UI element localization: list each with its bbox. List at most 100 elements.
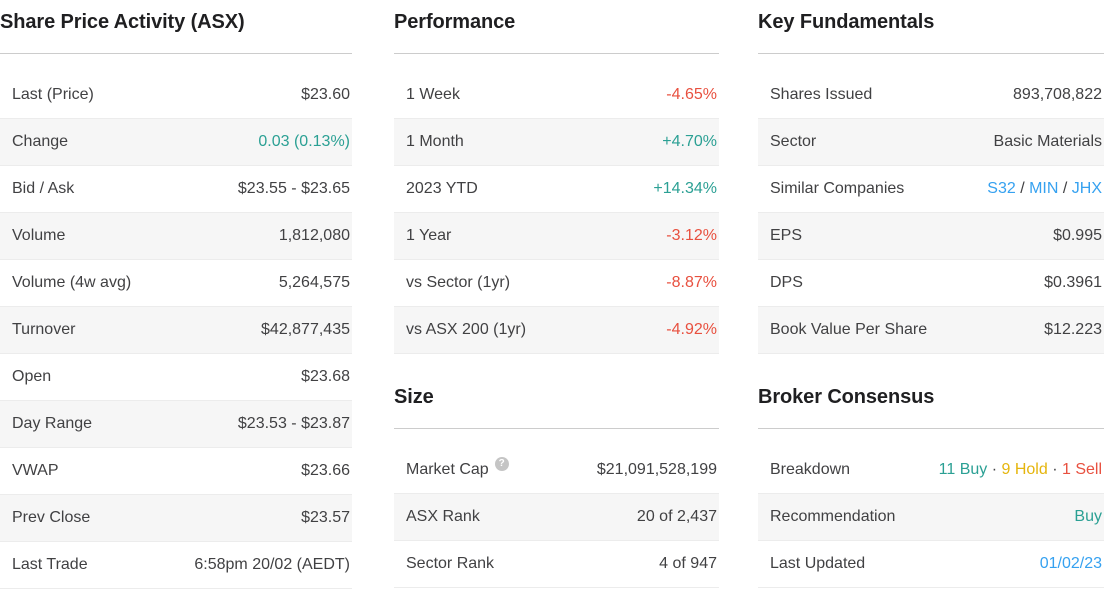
row-value: 11 Buy · 9 Hold · 1 Sell — [939, 461, 1102, 479]
table-row-sector-rank: Sector Rank 4 of 947 — [394, 541, 719, 588]
row-value: -3.12% — [666, 227, 717, 244]
row-value: $23.57 — [301, 509, 350, 526]
table-row-prev-close: Prev Close $23.57 — [0, 495, 352, 542]
table-row-vs-asx-200-1yr: vs ASX 200 (1yr) -4.92% — [394, 307, 719, 354]
row-value: Buy — [1074, 508, 1102, 525]
row-value: $23.68 — [301, 368, 350, 385]
table-row-eps: EPS $0.995 — [758, 213, 1104, 260]
size-title: Size — [394, 354, 719, 429]
table-row-similar-companies: Similar Companies S32 / MIN / JHX — [758, 166, 1104, 213]
row-label: ASX Rank — [406, 508, 480, 525]
row-label: Recommendation — [770, 508, 896, 525]
table-row-open: Open $23.68 — [0, 354, 352, 401]
value-part: / — [1015, 180, 1030, 197]
section-performance: Performance 1 Week -4.65% 1 Month +4.70% 202… — [394, 0, 719, 354]
row-label: 1 Month — [406, 133, 464, 150]
row-label: EPS — [770, 227, 803, 244]
table-row-market-cap: Market Cap? $21,091,528,199 — [394, 447, 719, 494]
table-row-breakdown: Breakdown 11 Buy · 9 Hold · 1 Sell — [758, 447, 1104, 494]
row-value: $0.995 — [1053, 227, 1102, 244]
row-value: Basic Materials — [993, 133, 1102, 150]
table-row-turnover: Turnover $42,877,435 — [0, 307, 352, 354]
key-fundamentals-table: Shares Issued 893,708,822 Sector Basic Mate… — [758, 72, 1104, 354]
help-icon[interactable]: ? — [494, 457, 509, 471]
row-value: $23.53 - $23.87 — [237, 415, 350, 432]
value-part: · — [1047, 461, 1062, 478]
table-row-day-range: Day Range $23.53 - $23.87 — [0, 401, 352, 448]
row-value: 4 of 947 — [659, 555, 717, 572]
table-row-last-price: Last (Price) $23.60 — [0, 72, 352, 119]
broker-consensus-title: Broker Consensus — [758, 354, 1104, 429]
table-row-last-updated: Last Updated 01/02/23 — [758, 541, 1104, 588]
breakdown-buy-count: 11 Buy — [938, 461, 988, 478]
row-label: Book Value Per Share — [770, 321, 928, 338]
row-label: vs Sector (1yr) — [406, 274, 511, 291]
row-label: 1 Week — [406, 86, 460, 103]
row-value: $23.66 — [301, 462, 350, 479]
row-value: 1,812,080 — [278, 227, 350, 244]
row-value[interactable]: 01/02/23 — [1039, 555, 1102, 572]
row-value: +14.34% — [653, 180, 717, 197]
section-size: Size Market Cap? $21,091,528,199 ASX Rank 2… — [394, 354, 719, 588]
row-label: Day Range — [12, 415, 93, 432]
table-row-volume: Volume 1,812,080 — [0, 213, 352, 260]
table-row-vs-sector-1yr: vs Sector (1yr) -8.87% — [394, 260, 719, 307]
table-row-sector: Sector Basic Materials — [758, 119, 1104, 166]
row-value: $42,877,435 — [261, 321, 350, 338]
table-row-asx-rank: ASX Rank 20 of 2,437 — [394, 494, 719, 541]
row-label: Shares Issued — [770, 86, 873, 103]
row-label: Last Updated — [770, 555, 866, 572]
table-row-change: Change 0.03 (0.13%) — [0, 119, 352, 166]
row-value: $21,091,528,199 — [596, 461, 717, 478]
table-row-recommendation: Recommendation Buy — [758, 494, 1104, 541]
table-row-dps: DPS $0.3961 — [758, 260, 1104, 307]
table-row-2023-ytd: 2023 YTD +14.34% — [394, 166, 719, 213]
row-label: Similar Companies — [770, 180, 905, 197]
table-row-last-trade: Last Trade 6:58pm 20/02 (AEDT) — [0, 542, 352, 589]
table-row-volume-4w-avg: Volume (4w avg) 5,264,575 — [0, 260, 352, 307]
table-row-shares-issued: Shares Issued 893,708,822 — [758, 72, 1104, 119]
table-row-1-month: 1 Month +4.70% — [394, 119, 719, 166]
breakdown-hold-count: 9 Hold — [1001, 461, 1048, 478]
row-value: 20 of 2,437 — [636, 508, 717, 525]
table-row-bid-ask: Bid / Ask $23.55 - $23.65 — [0, 166, 352, 213]
row-label: Sector Rank — [406, 555, 495, 572]
broker-consensus-table: Breakdown 11 Buy · 9 Hold · 1 Sell Recomme… — [758, 447, 1104, 588]
row-value: $0.3961 — [1044, 274, 1102, 291]
row-label: Sector — [770, 133, 817, 150]
similar-company-s32-link[interactable]: S32 — [987, 180, 1016, 197]
row-value: $12.223 — [1044, 321, 1102, 338]
share-price-activity-table: Last (Price) $23.60 Change 0.03 (0.13%) Bid … — [0, 72, 352, 589]
column-share-price-activity: Share Price Activity (ASX) Last (Price) $… — [0, 0, 352, 589]
row-label: 2023 YTD — [406, 180, 478, 197]
performance-table: 1 Week -4.65% 1 Month +4.70% 2023 YTD +14.34%… — [394, 72, 719, 354]
row-label: Breakdown — [770, 461, 851, 478]
row-label: Change — [12, 133, 69, 150]
similar-company-min-link[interactable]: MIN — [1029, 180, 1059, 197]
breakdown-sell-count: 1 Sell — [1061, 461, 1102, 478]
similar-company-jhx-link[interactable]: JHX — [1071, 180, 1102, 197]
table-row-1-year: 1 Year -3.12% — [394, 213, 719, 260]
section-key-fundamentals: Key Fundamentals Shares Issued 893,708,82… — [758, 0, 1104, 354]
row-label: DPS — [770, 274, 803, 291]
performance-title: Performance — [394, 0, 719, 54]
row-value: 893,708,822 — [1013, 86, 1102, 103]
table-row-1-week: 1 Week -4.65% — [394, 72, 719, 119]
row-value: -4.65% — [666, 86, 717, 103]
key-fundamentals-title: Key Fundamentals — [758, 0, 1104, 54]
row-value: $23.55 - $23.65 — [237, 180, 350, 197]
share-price-activity-title: Share Price Activity (ASX) — [0, 0, 352, 54]
value-part: · — [987, 461, 1002, 478]
row-label: Open — [12, 368, 52, 385]
row-value: S32 / MIN / JHX — [987, 180, 1102, 198]
row-label: Turnover — [12, 321, 76, 338]
row-value: $23.60 — [301, 86, 350, 103]
column-fundamentals-consensus: Key Fundamentals Shares Issued 893,708,82… — [758, 0, 1104, 588]
section-broker-consensus: Broker Consensus Breakdown 11 Buy · 9 Hol… — [758, 354, 1104, 588]
row-label: Volume — [12, 227, 66, 244]
row-value: 5,264,575 — [278, 274, 350, 291]
row-label: Prev Close — [12, 509, 91, 526]
row-value: +4.70% — [662, 133, 717, 150]
row-value: 0.03 (0.13%) — [258, 133, 350, 150]
